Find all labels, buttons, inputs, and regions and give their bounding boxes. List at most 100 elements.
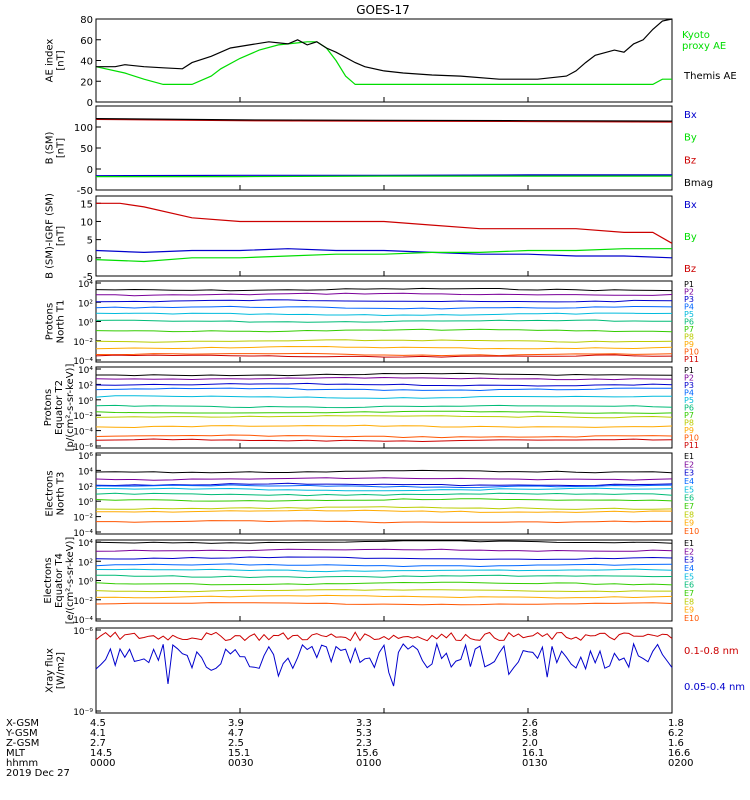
legend-e3: E3	[684, 469, 694, 478]
legend-p1: P1	[684, 366, 694, 375]
panel-4: Protons North T1 10⁻⁴ 10⁻² 10⁰ 10² 10⁴ P1P2P3P4…	[45, 280, 700, 367]
y-tick-label: 10⁰	[78, 498, 93, 508]
bottom-axis-table: X-GSM 4.5 3.9 3.3 2.6 1.8 Y-GSM 4.1 4.7 5.3 5.8 6.2…	[5, 718, 693, 779]
legend-item: Kyoto	[682, 30, 710, 41]
channel-e10	[95, 602, 673, 606]
channel-e4	[95, 484, 673, 489]
channel-p7	[95, 328, 673, 333]
channel-p11	[95, 438, 673, 443]
y-tick-label: 20	[80, 77, 93, 88]
y-tick-label: 10²	[78, 558, 93, 568]
legend-p3: P3	[684, 381, 694, 390]
y-tick-label: -5	[83, 272, 93, 283]
y-tick-label: 10⁴	[78, 467, 93, 477]
axis-row-label: Z-GSM	[6, 738, 39, 749]
y-tick-label: 10⁴	[78, 366, 93, 376]
axis-row-value: 5.8	[522, 728, 538, 739]
y-tick-label: 5	[87, 236, 93, 247]
channel-e4	[95, 563, 673, 568]
y-tick-label: 0	[87, 98, 93, 109]
y-axis-label: Xray flux	[45, 648, 56, 693]
y-tick-label: 10⁰	[78, 397, 93, 407]
channel-p2	[95, 376, 673, 381]
legend-e6: E6	[684, 494, 694, 503]
axis-row-value: 4.7	[228, 728, 244, 739]
legend-p1: P1	[684, 280, 694, 289]
panel-frame	[95, 539, 673, 622]
legend-p11: P11	[684, 355, 699, 364]
legend-item: Bx	[684, 200, 697, 211]
y-axis-label: [W/m2]	[56, 652, 67, 689]
axis-row-label: MLT	[6, 748, 26, 759]
legend-p8: P8	[684, 419, 694, 428]
y-axis-label: [p/(cm²-s-sr-keV)]	[65, 364, 76, 452]
y-tick-label: 10⁻⁶	[73, 443, 93, 453]
legend-p6: P6	[684, 318, 694, 327]
series-bmag	[95, 118, 673, 122]
channel-p3	[95, 382, 673, 387]
y-axis-label: Equator T4	[54, 553, 65, 608]
axis-row-value: 2.5	[228, 738, 244, 749]
channel-e8	[95, 506, 673, 510]
legend-item: Bz	[684, 264, 696, 275]
y-axis-label: Equator T2	[54, 380, 65, 435]
axis-row-value: 16.1	[522, 748, 544, 759]
axis-row-value: 4.1	[90, 728, 106, 739]
y-axis-label: Electrons	[45, 470, 56, 516]
axis-row-value: 0000	[90, 758, 115, 769]
panel-frame	[95, 105, 673, 191]
channel-p8	[95, 339, 673, 343]
channel-e2	[95, 477, 673, 481]
legend-p8: P8	[684, 333, 694, 342]
axis-row-value: 2.3	[356, 738, 372, 749]
y-axis-label: B (SM)-IGRF (SM)	[45, 193, 56, 279]
legend-e2: E2	[684, 460, 694, 469]
y-tick-label: 50	[80, 144, 93, 155]
channel-p10	[95, 352, 673, 357]
y-axis-label: Electrons	[43, 557, 54, 603]
legend-e10: E10	[684, 527, 699, 536]
y-axis-label: Protons	[45, 303, 56, 340]
legend-e3: E3	[684, 556, 694, 565]
y-axis-label: B (SM)	[45, 131, 56, 164]
channel-e5	[95, 568, 673, 573]
axis-row-value: 14.5	[90, 748, 112, 759]
legend-p4: P4	[684, 303, 694, 312]
panel-frame	[95, 18, 673, 103]
axis-row-value: 0200	[668, 758, 693, 769]
panel-frame	[95, 627, 673, 714]
y-tick-label: 0	[87, 254, 93, 265]
legend-item: By	[684, 133, 697, 144]
channel-e2	[95, 548, 673, 552]
legend-item: Themis AE	[683, 71, 737, 82]
channel-p2	[95, 292, 673, 297]
legend-e9: E9	[684, 519, 694, 528]
series-bx	[95, 174, 672, 177]
y-tick-label: 10⁻⁴	[73, 529, 93, 539]
axis-row-value: 15.1	[228, 748, 250, 759]
y-tick-label: 0	[87, 165, 93, 176]
legend-p4: P4	[684, 389, 694, 398]
axis-row-label: Y-GSM	[5, 728, 38, 739]
channel-e7	[95, 581, 673, 586]
axis-row-value: 3.3	[356, 718, 372, 729]
legend-p10: P10	[684, 348, 699, 357]
channel-p10	[95, 434, 673, 439]
panel-frame	[95, 195, 673, 277]
channel-e9	[96, 509, 673, 513]
channel-e9	[95, 594, 673, 599]
axis-row-value: 4.5	[90, 718, 106, 729]
y-tick-label: -50	[77, 186, 93, 197]
legend-e9: E9	[684, 606, 694, 615]
channel-p6	[95, 319, 673, 323]
y-tick-label: 10⁻²	[73, 412, 93, 422]
y-tick-label: 15	[80, 199, 93, 210]
axis-row-value: 0100	[356, 758, 381, 769]
legend-item: Bx	[684, 110, 697, 121]
legend-p5: P5	[684, 396, 694, 405]
legend-e7: E7	[684, 502, 694, 511]
legend-item: Bmag	[684, 178, 713, 189]
channel-p1	[96, 372, 673, 377]
